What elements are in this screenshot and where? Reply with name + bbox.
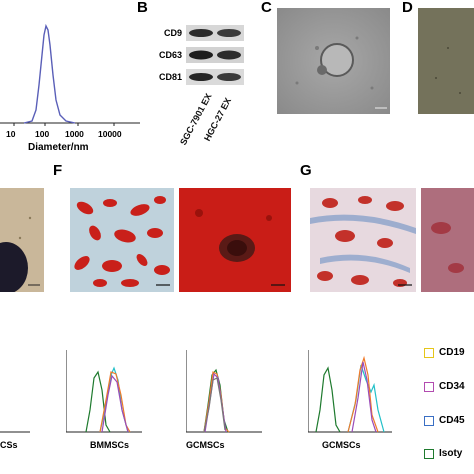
panel-letter-g: G bbox=[300, 162, 312, 179]
histogram-purple-curve bbox=[101, 374, 129, 433]
flow-histogram-bmmscs-1 bbox=[66, 350, 142, 433]
legend-label-isotype: Isoty bbox=[439, 448, 463, 459]
panel-g-micrograph-2 bbox=[421, 188, 474, 292]
tick-label-100: 100 bbox=[35, 129, 50, 139]
flow-histogram-gcmscs-1 bbox=[186, 350, 262, 433]
legend-item-cd34: CD34 bbox=[424, 381, 465, 392]
tem-micrograph bbox=[277, 8, 390, 114]
flow-x-label-gcmscs-2: GCMSCs bbox=[322, 440, 361, 450]
size-distribution-curve bbox=[23, 23, 76, 124]
legend-item-cd19: CD19 bbox=[424, 347, 465, 358]
tick-label-1000: 1000 bbox=[65, 129, 84, 139]
panel-f-micrograph-1 bbox=[70, 188, 174, 292]
histogram-orange-curve bbox=[347, 355, 379, 433]
panel-a-axis bbox=[0, 122, 140, 126]
flow-x-label-bmmscs: BMMSCs bbox=[90, 440, 130, 450]
histogram-gray-curve bbox=[203, 377, 226, 433]
histogram-purple-curve bbox=[351, 361, 377, 433]
legend-swatch-cd45 bbox=[424, 415, 434, 426]
panel-letter-b: B bbox=[137, 0, 148, 16]
legend-item-cd45: CD45 bbox=[424, 415, 465, 426]
panel-letter-f: F bbox=[53, 162, 63, 179]
legend-label-cd19: CD19 bbox=[439, 347, 465, 358]
tick-label-10000: 10000 bbox=[98, 129, 122, 139]
blot-label-cd63: CD63 bbox=[158, 50, 182, 60]
flow-histogram-partial bbox=[0, 431, 30, 433]
blot-label-cd9: CD9 bbox=[163, 28, 182, 38]
western-blot-image bbox=[186, 25, 244, 85]
histogram-isotype-curve bbox=[315, 366, 341, 433]
panel-letter-d: D bbox=[402, 0, 413, 16]
blot-label-cd81: CD81 bbox=[158, 72, 182, 82]
legend-swatch-isotype bbox=[424, 448, 434, 459]
panel-a-size-distribution bbox=[0, 23, 140, 126]
tick-label-10: 10 bbox=[6, 129, 16, 139]
legend-item-isotype: Isoty bbox=[424, 448, 462, 459]
panel-g-micrograph-1 bbox=[310, 188, 416, 292]
panel-d-micrograph bbox=[418, 8, 474, 114]
panel-a-x-axis-label: Diameter/nm bbox=[28, 142, 89, 153]
legend-swatch-cd19 bbox=[424, 347, 434, 358]
panel-f-micrograph-2 bbox=[179, 188, 291, 292]
flow-histogram-gcmscs-2 bbox=[308, 350, 392, 433]
legend-label-cd45: CD45 bbox=[439, 415, 465, 426]
flow-x-label-gcmscs-1: GCMSCs bbox=[186, 440, 225, 450]
histogram-isotype-curve bbox=[85, 370, 111, 433]
legend-label-cd34: CD34 bbox=[439, 381, 465, 392]
legend-swatch-cd34 bbox=[424, 381, 434, 392]
panel-letter-c: C bbox=[261, 0, 272, 16]
panel-e-micrograph bbox=[0, 188, 44, 292]
flow-x-label-partial: CSs bbox=[0, 440, 18, 450]
